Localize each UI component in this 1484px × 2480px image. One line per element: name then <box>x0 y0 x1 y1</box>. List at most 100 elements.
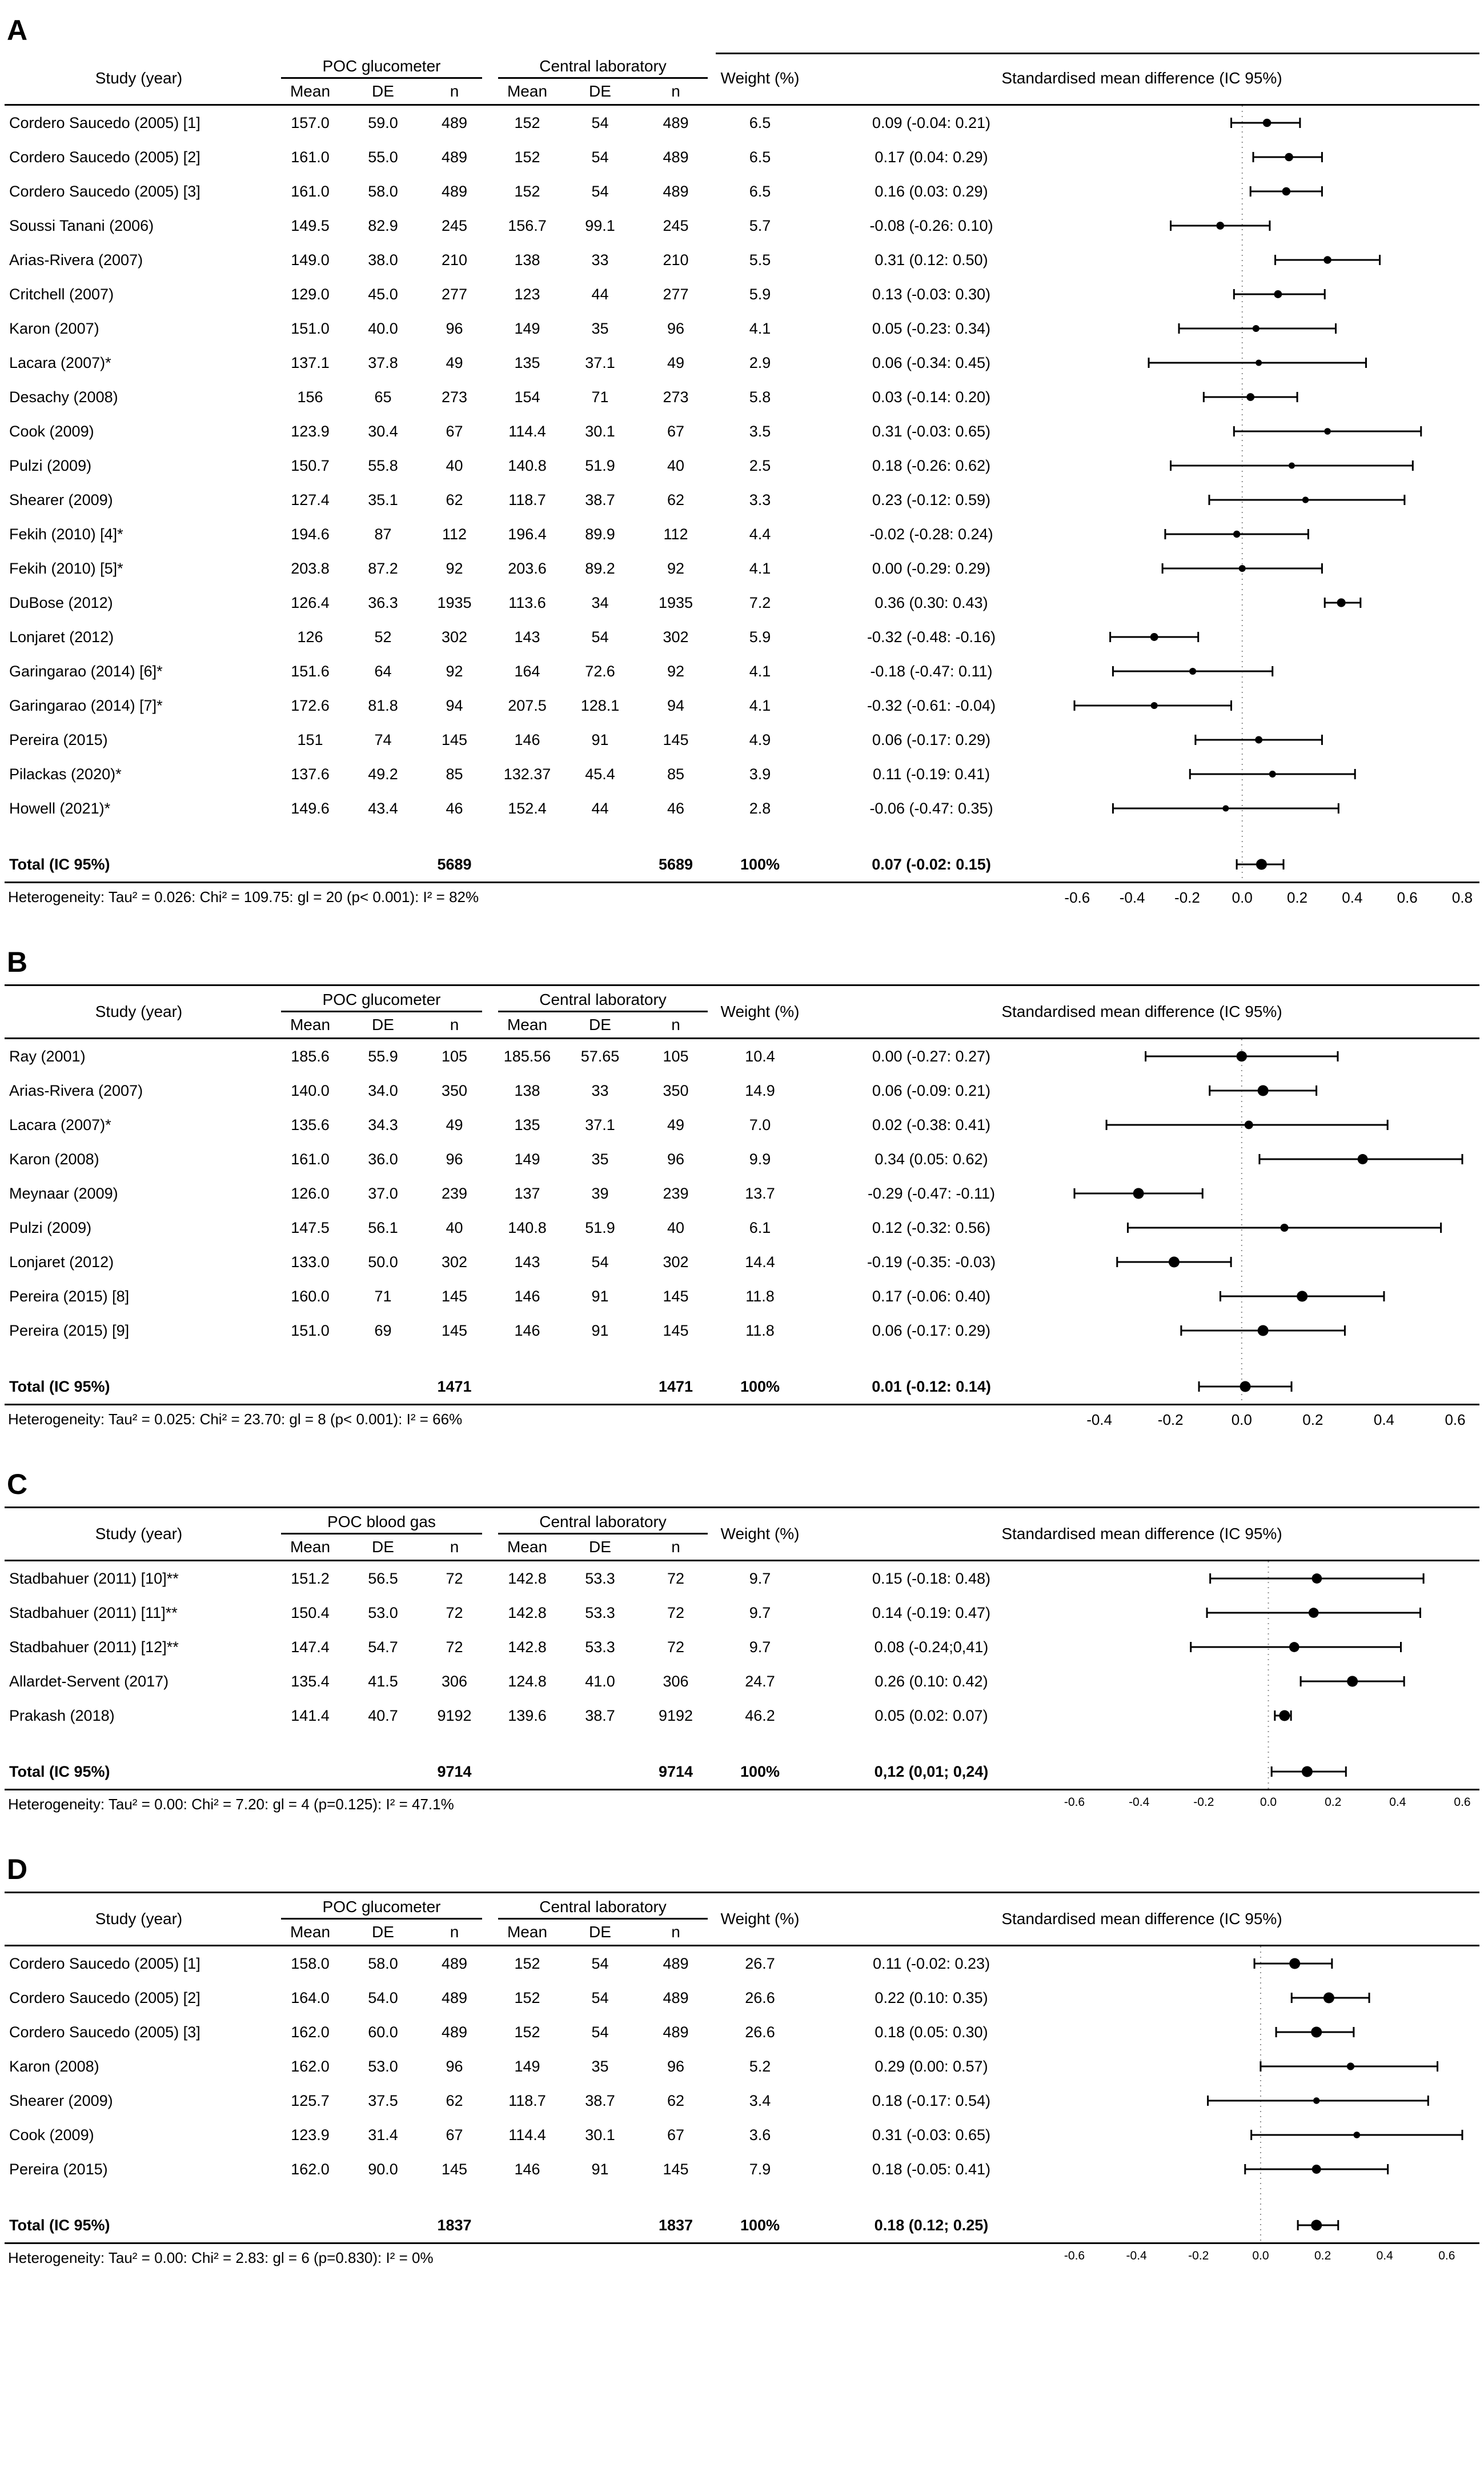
weight-value: 3.4 <box>749 2092 771 2109</box>
weight-value: 2.8 <box>749 799 771 817</box>
total-row: Total (IC 95%) 1837 1837 100% 0.18 (0.12; 0.… <box>5 2208 1479 2242</box>
total-weight: 100% <box>740 855 780 873</box>
poc-mean: 150.4 <box>291 1604 330 1621</box>
poc-de: 34.3 <box>368 1116 398 1133</box>
column-header-weight: Weight (%) <box>720 1003 800 1020</box>
smd-value: -0.32 (-0.48: -0.16) <box>867 628 996 646</box>
poc-mean: 126.0 <box>291 1184 330 1202</box>
central-de: 34 <box>591 594 609 611</box>
poc-mean: 162.0 <box>291 2023 330 2041</box>
smd-value: 0.08 (-0.24;0,41) <box>874 1638 989 1656</box>
central-mean: 124.8 <box>508 1672 547 1690</box>
central-mean: 142.8 <box>508 1569 547 1587</box>
poc-de: 55.9 <box>368 1047 398 1065</box>
study-name: Cook (2009) <box>9 2126 94 2144</box>
group-header-poc: POC blood gas <box>281 1508 482 1535</box>
central-n: 40 <box>667 1219 685 1236</box>
poc-de: 36.3 <box>368 594 398 611</box>
study-row: Howell (2021)* 149.6 43.4 46 152.4 44 46 2.8 -0.… <box>5 791 1479 826</box>
smd-value: 0.16 (0.03: 0.29) <box>875 182 988 200</box>
poc-mean: 162.0 <box>291 2160 330 2178</box>
poc-mean: 156 <box>297 388 323 406</box>
central-de: 54 <box>591 1253 609 1271</box>
column-header-mean-poc: Mean <box>290 82 331 100</box>
poc-n: 273 <box>441 388 468 406</box>
smd-value: 0.34 (0.05: 0.62) <box>875 1150 988 1168</box>
central-n: 350 <box>663 1081 689 1099</box>
poc-n: 85 <box>446 765 463 783</box>
poc-n: 92 <box>446 662 463 680</box>
study-row: Cook (2009) 123.9 31.4 67 114.4 30.1 67 3.6 0.31… <box>5 2118 1479 2152</box>
central-n: 67 <box>667 2126 685 2144</box>
poc-mean: 135.4 <box>291 1672 330 1690</box>
poc-de: 50.0 <box>368 1253 398 1271</box>
smd-value: -0.02 (-0.28: 0.24) <box>869 525 993 543</box>
central-de: 91 <box>591 731 609 748</box>
central-mean: 114.4 <box>508 422 546 440</box>
poc-mean: 151.6 <box>291 662 330 680</box>
poc-mean: 161.0 <box>291 182 330 200</box>
study-row: Cordero Saucedo (2005) [3] 162.0 60.0 489 15… <box>5 2015 1479 2049</box>
central-de: 35 <box>591 2057 609 2075</box>
poc-mean: 157.0 <box>291 114 330 131</box>
poc-mean: 141.4 <box>291 1706 330 1724</box>
group-header-poc: POC glucometer <box>281 53 482 79</box>
study-name: Prakash (2018) <box>9 1706 115 1724</box>
study-row: Pereira (2015) 162.0 90.0 145 146 91 145 7.9 0.1… <box>5 2152 1479 2186</box>
poc-n: 145 <box>441 2160 468 2178</box>
weight-value: 4.4 <box>749 525 771 543</box>
weight-value: 5.5 <box>749 251 771 269</box>
total-weight: 100% <box>740 2216 780 2234</box>
table-rows: Cordero Saucedo (2005) [1] 158.0 58.0 489 15… <box>5 1946 1479 2186</box>
central-n: 40 <box>667 456 685 474</box>
study-name: Soussi Tanani (2006) <box>9 217 154 234</box>
smd-value: 0.18 (0.05: 0.30) <box>875 2023 988 2041</box>
central-mean: 152 <box>514 1954 540 1972</box>
poc-n: 96 <box>446 2057 463 2075</box>
weight-value: 46.2 <box>745 1706 775 1724</box>
study-row: Garingarao (2014) [7]* 172.6 81.8 94 207.5 12… <box>5 688 1479 723</box>
central-n: 49 <box>667 354 685 371</box>
poc-n: 306 <box>441 1672 468 1690</box>
column-header-de-central: DE <box>589 82 611 100</box>
column-header-n-poc: n <box>450 82 459 100</box>
smd-value: 0.26 (0.10: 0.42) <box>875 1672 988 1690</box>
poc-mean: 133.0 <box>291 1253 330 1271</box>
poc-n: 105 <box>441 1047 468 1065</box>
study-name: Lacara (2007)* <box>9 1116 111 1133</box>
poc-n: 489 <box>441 1989 468 2006</box>
central-mean: 196.4 <box>508 525 547 543</box>
central-mean: 154 <box>514 388 540 406</box>
study-name: Fekih (2010) [4]* <box>9 525 123 543</box>
column-header-de-poc: DE <box>372 1538 394 1556</box>
study-name: Lonjaret (2012) <box>9 628 114 646</box>
central-de: 44 <box>591 285 609 303</box>
weight-value: 11.8 <box>745 1321 775 1339</box>
column-header-n-poc: n <box>450 1538 459 1556</box>
column-header-n-central: n <box>671 82 680 100</box>
study-row: Karon (2008) 161.0 36.0 96 149 35 96 9.9 0.34 (0… <box>5 1142 1479 1176</box>
study-row: Cordero Saucedo (2005) [2] 161.0 55.0 489 15… <box>5 140 1479 174</box>
central-de: 54 <box>591 182 609 200</box>
smd-value: -0.32 (-0.61: -0.04) <box>867 696 996 714</box>
smd-value: 0.13 (-0.03: 0.30) <box>872 285 991 303</box>
poc-n: 49 <box>446 1116 463 1133</box>
study-name: Cordero Saucedo (2005) [3] <box>9 182 200 200</box>
central-de: 128.1 <box>580 696 620 714</box>
poc-mean: 123.9 <box>291 422 330 440</box>
poc-de: 34.0 <box>368 1081 398 1099</box>
central-mean: 149 <box>514 2057 540 2075</box>
poc-mean: 160.0 <box>291 1287 330 1305</box>
poc-n: 40 <box>446 456 463 474</box>
smd-value: 0.15 (-0.18: 0.48) <box>872 1569 991 1587</box>
poc-mean: 125.7 <box>291 2092 330 2109</box>
column-header-smd: Standardised mean difference (IC 95%) <box>1001 1910 1282 1928</box>
column-header-mean-poc: Mean <box>290 1016 331 1033</box>
poc-mean: 140.0 <box>291 1081 330 1099</box>
smd-value: 0.22 (0.10: 0.35) <box>875 1989 988 2006</box>
smd-value: 0.31 (-0.03: 0.65) <box>872 2126 991 2144</box>
central-n: 92 <box>667 662 685 680</box>
poc-mean: 151.0 <box>291 1321 330 1339</box>
weight-value: 11.8 <box>745 1287 775 1305</box>
smd-value: 0.17 (-0.06: 0.40) <box>872 1287 991 1305</box>
